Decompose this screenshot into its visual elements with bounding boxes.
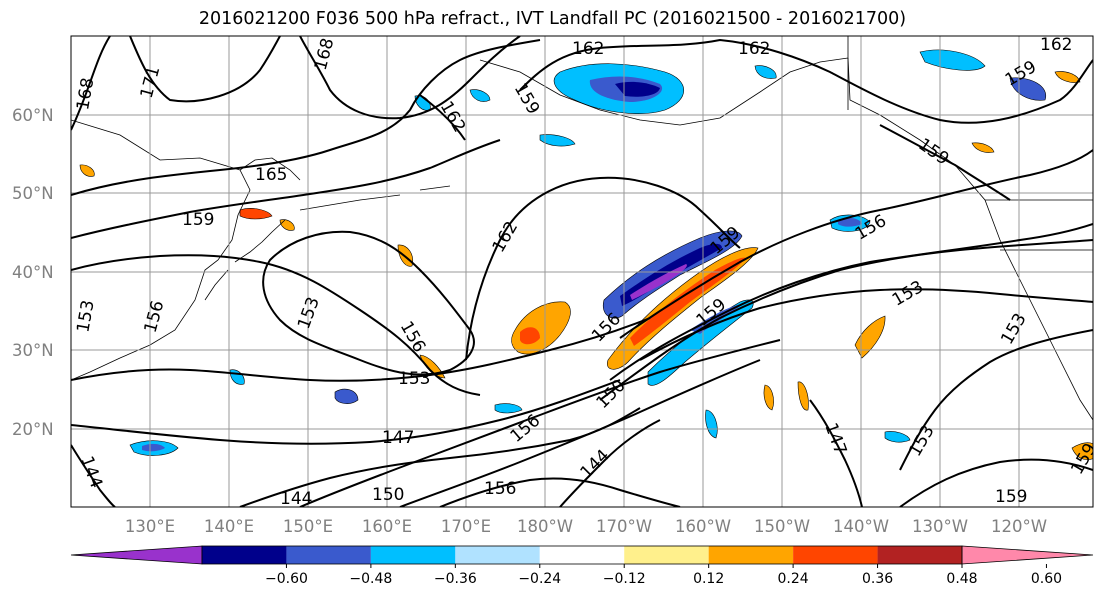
contour-156-south <box>439 477 681 507</box>
contour-147 <box>71 379 621 445</box>
contour-label: 162 <box>738 39 770 59</box>
lon-label: 130°E <box>125 517 175 536</box>
contour-label: 159 <box>182 210 214 230</box>
colorbar: −0.60 −0.48 −0.36 −0.24 −0.12 0.12 0.24 0.36 0.4… <box>70 545 1094 587</box>
contour-159-se <box>899 458 1093 507</box>
lat-label-40n: 40°N <box>12 263 54 282</box>
coastline-japan <box>204 219 286 301</box>
colorbar-tick-label: 0.60 <box>1031 571 1062 587</box>
contour-162-pacific <box>465 176 741 361</box>
map-title: 2016021200 F036 500 hPa refract., IVT La… <box>198 9 907 29</box>
colorbar-outline <box>201 545 963 565</box>
shaded-regions <box>79 49 1093 460</box>
colorbar-segment <box>793 546 878 564</box>
lon-label: 150°W <box>754 517 810 536</box>
contour-162-nw <box>419 94 466 141</box>
contour-168-north <box>299 36 521 120</box>
contour-label: 156 <box>484 479 516 499</box>
colorbar-segment <box>455 546 540 564</box>
lon-label: 160°W <box>675 517 731 536</box>
coastline-kamchatka <box>239 157 301 181</box>
lon-label: 160°E <box>362 517 412 536</box>
contour-159-mid <box>619 149 1093 339</box>
colorbar-segment <box>539 546 625 564</box>
lon-label: 130°W <box>912 517 968 536</box>
contours <box>71 36 1093 507</box>
colorbar-tick-label: 0.24 <box>778 571 809 587</box>
lon-label: 140°E <box>204 517 254 536</box>
colorbar-tick-label: −0.60 <box>265 571 308 587</box>
contour-147-east <box>809 399 863 507</box>
longitude-labels: 130°E 140°E 150°E 160°E 170°E 180°W 170°… <box>125 517 1047 536</box>
contour-144-west <box>71 444 116 507</box>
contour-156-east <box>599 239 1093 401</box>
colorbar-extend-low <box>70 545 203 565</box>
contour-150 <box>299 339 781 507</box>
contour-144-south <box>559 419 661 507</box>
contour-label: 162 <box>1040 35 1072 55</box>
colorbar-segment <box>202 546 287 564</box>
contour-150-band <box>399 359 761 507</box>
lat-label-60n: 60°N <box>12 106 54 125</box>
colorbar-segment <box>877 546 962 564</box>
contour-label: 153 <box>398 369 430 389</box>
colorbar-tick-label: −0.12 <box>603 571 646 587</box>
colorbar-tick-label: 0.36 <box>862 571 893 587</box>
contour-171 <box>129 36 281 103</box>
colorbar-tick-label: −0.36 <box>434 571 477 587</box>
contour-168-west <box>71 36 111 131</box>
coastline-asia <box>71 119 251 381</box>
lon-label: 150°E <box>283 517 333 536</box>
lat-label-50n: 50°N <box>12 184 54 203</box>
latitude-labels: 60°N 50°N 40°N 30°N 20°N <box>12 106 54 439</box>
state-borders <box>847 36 1093 251</box>
colorbar-segment <box>286 546 371 564</box>
contour-label: 162 <box>572 39 604 59</box>
contour-153-band <box>71 317 651 382</box>
colorbar-tick-label: 0.48 <box>946 571 977 587</box>
contour-159-south <box>609 223 1093 381</box>
colorbar-extend-high <box>961 545 1094 565</box>
contour-label: 144 <box>280 489 312 509</box>
coastline-alaska <box>479 57 849 126</box>
contour-162-alaska <box>519 38 1093 124</box>
colorbar-segment <box>708 546 794 564</box>
contour-156-west <box>71 254 481 396</box>
colorbar-tick-label: 0.12 <box>693 571 724 587</box>
colorbar-segment <box>624 546 709 564</box>
contour-165-east <box>879 124 1011 201</box>
colorbar-tick-label: −0.48 <box>349 571 392 587</box>
contour-label: 147 <box>382 428 414 448</box>
lon-label: 170°E <box>441 517 491 536</box>
map-frame: 171 168 168 165 162 162 162 162 162 159 … <box>70 35 1094 509</box>
contour-153-loop <box>262 230 475 376</box>
contour-label: 150 <box>372 485 404 505</box>
contour-153-se <box>899 329 1093 471</box>
colorbar-segment <box>370 546 456 564</box>
coastline-north-america <box>847 57 1093 421</box>
contour-label: 159 <box>995 487 1027 507</box>
lon-label: 120°W <box>991 517 1047 536</box>
gridlines <box>71 36 1093 507</box>
contour-label: 165 <box>255 165 287 185</box>
lon-label: 170°W <box>596 517 652 536</box>
lat-label-30n: 30°N <box>12 341 54 360</box>
contour-153-east <box>639 288 1093 361</box>
coastlines <box>71 36 1093 421</box>
lat-label-20n: 20°N <box>12 420 54 439</box>
colorbar-tick-label: −0.24 <box>518 571 561 587</box>
lon-label: 180°W <box>517 517 573 536</box>
contour-165 <box>71 39 541 196</box>
coastline-aleutians <box>299 185 451 211</box>
lon-label: 140°W <box>833 517 889 536</box>
contour-159-north <box>71 139 501 239</box>
